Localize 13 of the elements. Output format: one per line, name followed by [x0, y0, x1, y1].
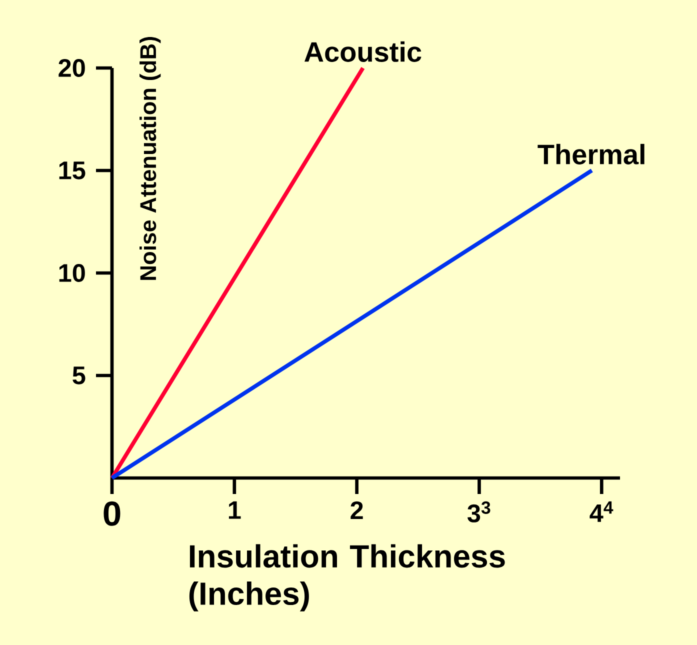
- x-axis-title: Insulation Thickness (Inches): [189, 544, 505, 612]
- y-tick-label: 5: [72, 366, 86, 384]
- y-tick-label: 15: [59, 162, 86, 180]
- x-tick-label: 4$^{4}$: [590, 501, 614, 522]
- x-tick-label: 0: [104, 501, 120, 526]
- series-label: Thermal: [538, 144, 644, 164]
- y-axis-title: Noise Attenuation (dB): [140, 36, 161, 280]
- x-tick-label: 3$^{3}$: [468, 501, 490, 522]
- series-label: Acoustic: [304, 41, 422, 62]
- x-tick-label: 1: [228, 501, 241, 519]
- y-tick-label: 20: [58, 59, 85, 77]
- y-tick-label: 10: [59, 264, 85, 282]
- x-tick-label: 2: [350, 501, 363, 520]
